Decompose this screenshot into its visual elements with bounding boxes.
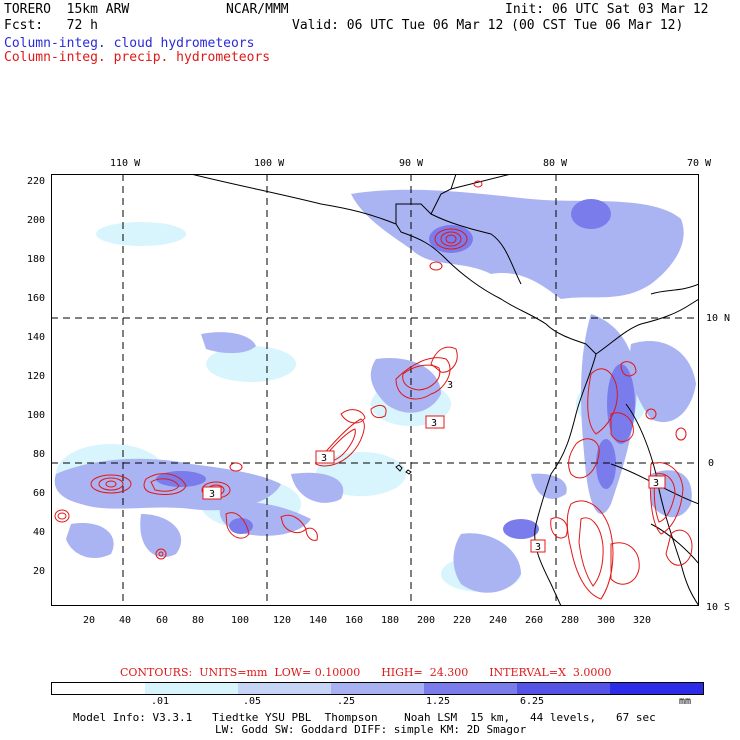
x-tick: 240: [489, 615, 508, 626]
model-title: TORERO 15km ARW: [4, 2, 130, 17]
x-tick: 120: [273, 615, 292, 626]
forecast-hour: Fcst: 72 h: [4, 18, 98, 33]
colorbar-swatch: [145, 683, 238, 694]
colorbar-label: .25: [337, 696, 356, 707]
init-time: Init: 06 UTC Sat 03 Mar 12: [505, 2, 709, 17]
x-tick: 60: [156, 615, 169, 626]
cloud-shading-dark: [156, 199, 635, 539]
y-tick: 220: [27, 176, 46, 187]
colorbar-label: 6.25: [520, 696, 545, 707]
graticule: [51, 174, 699, 606]
contour-marker-box: [315, 450, 335, 464]
map-frame: [51, 174, 699, 606]
colorbar-swatch: [52, 683, 145, 694]
lat-label-10n: 10 N: [706, 313, 731, 324]
x-tick: 220: [453, 615, 472, 626]
valid-time: Valid: 06 UTC Tue 06 Mar 12 (00 CST Tue …: [292, 18, 684, 33]
x-tick: 180: [381, 615, 400, 626]
contour-marker: 3: [321, 453, 327, 464]
y-tick: 40: [33, 527, 46, 538]
lat-label-10s: 10 S: [706, 602, 731, 613]
x-tick: 300: [597, 615, 616, 626]
lon-label-90w: 90 W: [399, 158, 424, 169]
lon-label-80w: 80 W: [543, 158, 568, 169]
contour-marker: 3: [447, 380, 453, 391]
contour-marker: 3: [653, 478, 659, 489]
colorbar-swatch: [517, 683, 610, 694]
x-tick: 260: [525, 615, 544, 626]
colorbar-swatch: [238, 683, 331, 694]
lon-label-110w: 110 W: [110, 158, 141, 169]
y-tick: 100: [27, 410, 46, 421]
x-tick: 200: [417, 615, 436, 626]
y-tick: 120: [27, 371, 46, 382]
lon-label-70w: 70 W: [687, 158, 712, 169]
y-tick: 20: [33, 566, 46, 577]
coastlines: [190, 174, 699, 606]
lon-label-100w: 100 W: [254, 158, 285, 169]
contour-marker-box: [648, 475, 666, 489]
y-tick: 200: [27, 215, 46, 226]
model-info: Model Info: V3.3.1 Tiedtke YSU PBL Thomp…: [73, 711, 656, 724]
x-tick: 20: [83, 615, 96, 626]
lat-label-eq: 0: [708, 458, 715, 469]
contour-marker-box: [202, 486, 222, 500]
y-tick: 160: [27, 293, 46, 304]
center-title: NCAR/MMM: [226, 2, 289, 17]
contour-info: CONTOURS: UNITS=mm LOW= 0.10000 HIGH= 24…: [120, 666, 612, 679]
x-tick: 140: [309, 615, 328, 626]
contour-marker-box: [425, 415, 445, 429]
colorbar-swatch: [610, 683, 703, 694]
colorbar: [51, 682, 704, 695]
y-tick: 140: [27, 332, 46, 343]
contour-markers: 3 3 3 3 3 3: [202, 380, 666, 553]
x-tick: 160: [345, 615, 364, 626]
colorbar-label: 1.25: [426, 696, 451, 707]
y-tick: 80: [33, 449, 46, 460]
colorbar-swatch: [424, 683, 517, 694]
colorbar-swatch: [331, 683, 424, 694]
x-tick: 280: [561, 615, 580, 626]
field-label-cloud: Column-integ. cloud hydrometeors: [4, 36, 255, 51]
x-tick: 320: [633, 615, 652, 626]
x-tick: 80: [192, 615, 205, 626]
field-label-precip: Column-integ. precip. hydrometeors: [4, 50, 271, 65]
y-tick: 60: [33, 488, 46, 499]
contour-marker-box: [530, 539, 546, 553]
x-tick: 100: [231, 615, 250, 626]
contour-marker: 3: [535, 542, 541, 553]
y-tick: 180: [27, 254, 46, 265]
colorbar-label: .05: [243, 696, 262, 707]
contour-marker: 3: [209, 489, 215, 500]
physics-info: LW: Godd SW: Goddard DIFF: simple KM: 2D…: [215, 723, 527, 736]
forecast-map: 3 3 3 3 3 3: [51, 174, 699, 606]
x-tick: 40: [119, 615, 132, 626]
colorbar-label: .01: [151, 696, 170, 707]
colorbar-unit: mm: [679, 696, 692, 707]
contour-marker: 3: [431, 418, 437, 429]
